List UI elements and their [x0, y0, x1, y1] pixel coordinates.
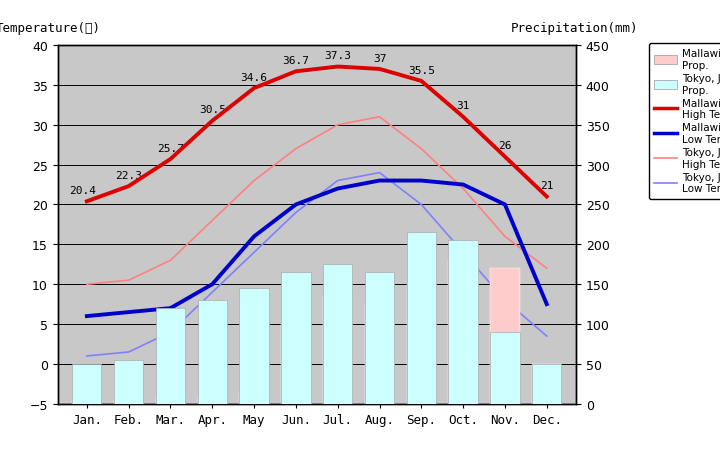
Bar [323, 297, 352, 404]
Bar [114, 400, 143, 404]
Bar [407, 285, 436, 404]
Text: Precipitation(mm): Precipitation(mm) [510, 22, 638, 35]
Text: 37.3: 37.3 [324, 51, 351, 61]
Text: 20.4: 20.4 [69, 185, 96, 196]
Text: 21: 21 [540, 181, 554, 190]
Bar [72, 364, 102, 404]
Text: 37: 37 [373, 53, 386, 63]
Bar [532, 364, 562, 404]
Text: 34.6: 34.6 [240, 73, 268, 83]
Bar [240, 289, 269, 404]
Text: 26: 26 [498, 141, 512, 151]
Text: 31: 31 [456, 101, 470, 111]
Bar [490, 332, 520, 404]
Bar [282, 325, 310, 404]
Bar [156, 396, 185, 404]
Bar [365, 273, 394, 404]
Bar [72, 400, 102, 404]
Bar [282, 273, 310, 404]
Text: 25.7: 25.7 [157, 143, 184, 153]
Bar [240, 392, 269, 404]
Bar [449, 241, 478, 404]
Legend: Mallawi
Prop., Tokyo, Japan
Prop., Mallawi
High Temp., Mallawi
Low Temp., Tokyo,: Mallawi Prop., Tokyo, Japan Prop., Malla… [649, 44, 720, 199]
Text: 22.3: 22.3 [115, 170, 142, 180]
Bar [490, 269, 520, 404]
Bar [532, 364, 562, 404]
Text: 35.5: 35.5 [408, 65, 435, 75]
Bar [114, 360, 143, 404]
Text: 30.5: 30.5 [199, 105, 226, 115]
Bar [449, 261, 478, 404]
Bar [198, 301, 227, 404]
Bar [156, 308, 185, 404]
Bar [198, 396, 227, 404]
Text: Temperature(℃): Temperature(℃) [0, 22, 100, 35]
Bar [407, 233, 436, 404]
Bar [365, 304, 394, 404]
Bar [323, 265, 352, 404]
Text: 36.7: 36.7 [282, 56, 310, 66]
